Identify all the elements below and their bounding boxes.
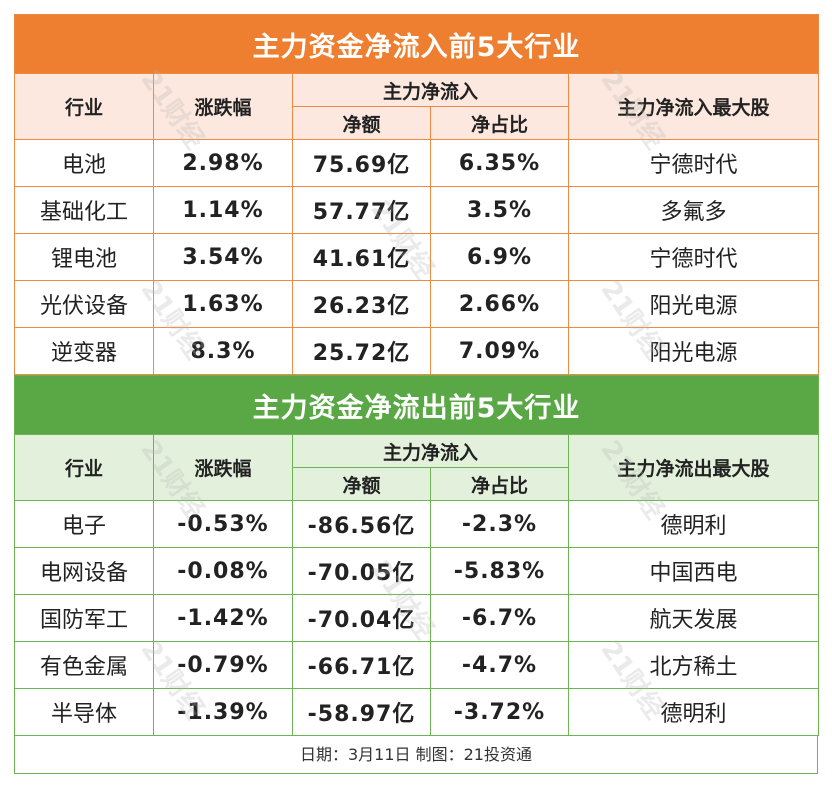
- cell: -70.04亿: [292, 594, 431, 642]
- cell: 25.72亿: [292, 327, 431, 375]
- cell: -66.71亿: [292, 641, 431, 689]
- cell: 1.14%: [153, 186, 293, 234]
- cell: 6.35%: [430, 139, 569, 187]
- header-cell: 涨跌幅: [153, 434, 293, 501]
- cell: 逆变器: [14, 327, 154, 375]
- cell: -0.79%: [153, 641, 293, 689]
- cell: 锂电池: [14, 233, 154, 281]
- header-row: 行业 涨跌幅 主力净流入 主力净流入最大股: [14, 73, 820, 140]
- cell: 1.63%: [153, 280, 293, 328]
- cell: 2.66%: [430, 280, 569, 328]
- cell: 半导体: [14, 688, 154, 736]
- data-row: 光伏设备 1.63% 26.23亿 2.66% 阳光电源: [14, 280, 820, 328]
- data-table: 主力资金净流入前5大行业 行业 涨跌幅 主力净流入 主力净流入最大股 净额 净占比 电池 2.9…: [13, 14, 820, 375]
- header-cell: 行业: [14, 73, 154, 140]
- header-cell: 主力净流入: [292, 73, 569, 107]
- title-row: 主力资金净流入前5大行业: [13, 14, 820, 74]
- header-row: 净额 净占比: [15, 106, 819, 140]
- cell: 7.09%: [430, 327, 569, 375]
- cell: -5.83%: [430, 547, 569, 595]
- cell: -2.3%: [430, 500, 569, 548]
- table-title: 主力资金净流出前5大行业: [13, 375, 820, 435]
- header-cell: 涨跌幅: [153, 73, 293, 140]
- cell: 德明利: [567, 688, 820, 736]
- header-cell: 净额: [292, 467, 431, 501]
- cell: 电子: [14, 500, 154, 548]
- cell: 8.3%: [153, 327, 293, 375]
- cell: 航天发展: [567, 594, 820, 642]
- cell: 宁德时代: [567, 233, 820, 281]
- cell: 北方稀土: [567, 641, 820, 689]
- cell: 光伏设备: [14, 280, 154, 328]
- data-table: 主力资金净流出前5大行业 行业 涨跌幅 主力净流入 主力净流出最大股 净额 净占比 电子 -0.…: [13, 375, 820, 736]
- footer: 日期：3月11日 制图：21投资通: [14, 736, 818, 774]
- cell: 电网设备: [14, 547, 154, 595]
- cell: -6.7%: [430, 594, 569, 642]
- header-cell: 主力净流入: [292, 434, 569, 468]
- header-cell: 净额: [292, 106, 431, 140]
- cell: 57.77亿: [292, 186, 431, 234]
- data-row: 国防军工 -1.42% -70.04亿 -6.7% 航天发展: [14, 594, 820, 642]
- cell: 75.69亿: [292, 139, 431, 187]
- data-row: 电池 2.98% 75.69亿 6.35% 宁德时代: [14, 139, 820, 187]
- cell: -3.72%: [430, 688, 569, 736]
- title-row: 主力资金净流出前5大行业: [13, 375, 820, 435]
- cell: -1.39%: [153, 688, 293, 736]
- cell: -58.97亿: [292, 688, 431, 736]
- cell: 3.5%: [430, 186, 569, 234]
- header-row: 行业 涨跌幅 主力净流入 主力净流出最大股: [14, 434, 820, 501]
- cell: -0.53%: [153, 500, 293, 548]
- data-row: 有色金属 -0.79% -66.71亿 -4.7% 北方稀土: [14, 641, 820, 689]
- data-row: 电网设备 -0.08% -70.05亿 -5.83% 中国西电: [14, 547, 820, 595]
- header-cell: 净占比: [430, 106, 569, 140]
- data-row: 电子 -0.53% -86.56亿 -2.3% 德明利: [14, 500, 820, 548]
- data-row: 基础化工 1.14% 57.77亿 3.5% 多氟多: [14, 186, 820, 234]
- cell: 阳光电源: [567, 280, 820, 328]
- cell: 德明利: [567, 500, 820, 548]
- data-row: 逆变器 8.3% 25.72亿 7.09% 阳光电源: [14, 327, 820, 375]
- cell: -1.42%: [153, 594, 293, 642]
- header-cell: 主力净流入最大股: [567, 73, 820, 140]
- cell: -86.56亿: [292, 500, 431, 548]
- cell: 41.61亿: [292, 233, 431, 281]
- table-title: 主力资金净流入前5大行业: [13, 14, 820, 74]
- tables: 主力资金净流入前5大行业 行业 涨跌幅 主力净流入 主力净流入最大股 净额 净占比 电池 2.9…: [13, 14, 820, 774]
- cell: 6.9%: [430, 233, 569, 281]
- cell: 2.98%: [153, 139, 293, 187]
- cell: 中国西电: [567, 547, 820, 595]
- data-row: 锂电池 3.54% 41.61亿 6.9% 宁德时代: [14, 233, 820, 281]
- cell: 电池: [14, 139, 154, 187]
- cell: 3.54%: [153, 233, 293, 281]
- cell: -4.7%: [430, 641, 569, 689]
- cell: -0.08%: [153, 547, 293, 595]
- cell: 宁德时代: [567, 139, 820, 187]
- header-cell: 主力净流出最大股: [567, 434, 820, 501]
- cell: 国防军工: [14, 594, 154, 642]
- cell: 多氟多: [567, 186, 820, 234]
- cell: 阳光电源: [567, 327, 820, 375]
- cell: 26.23亿: [292, 280, 431, 328]
- cell: 有色金属: [14, 641, 154, 689]
- header-cell: 净占比: [430, 467, 569, 501]
- header-cell: 行业: [14, 434, 154, 501]
- data-row: 半导体 -1.39% -58.97亿 -3.72% 德明利: [14, 688, 820, 736]
- cell: 基础化工: [14, 186, 154, 234]
- cell: -70.05亿: [292, 547, 431, 595]
